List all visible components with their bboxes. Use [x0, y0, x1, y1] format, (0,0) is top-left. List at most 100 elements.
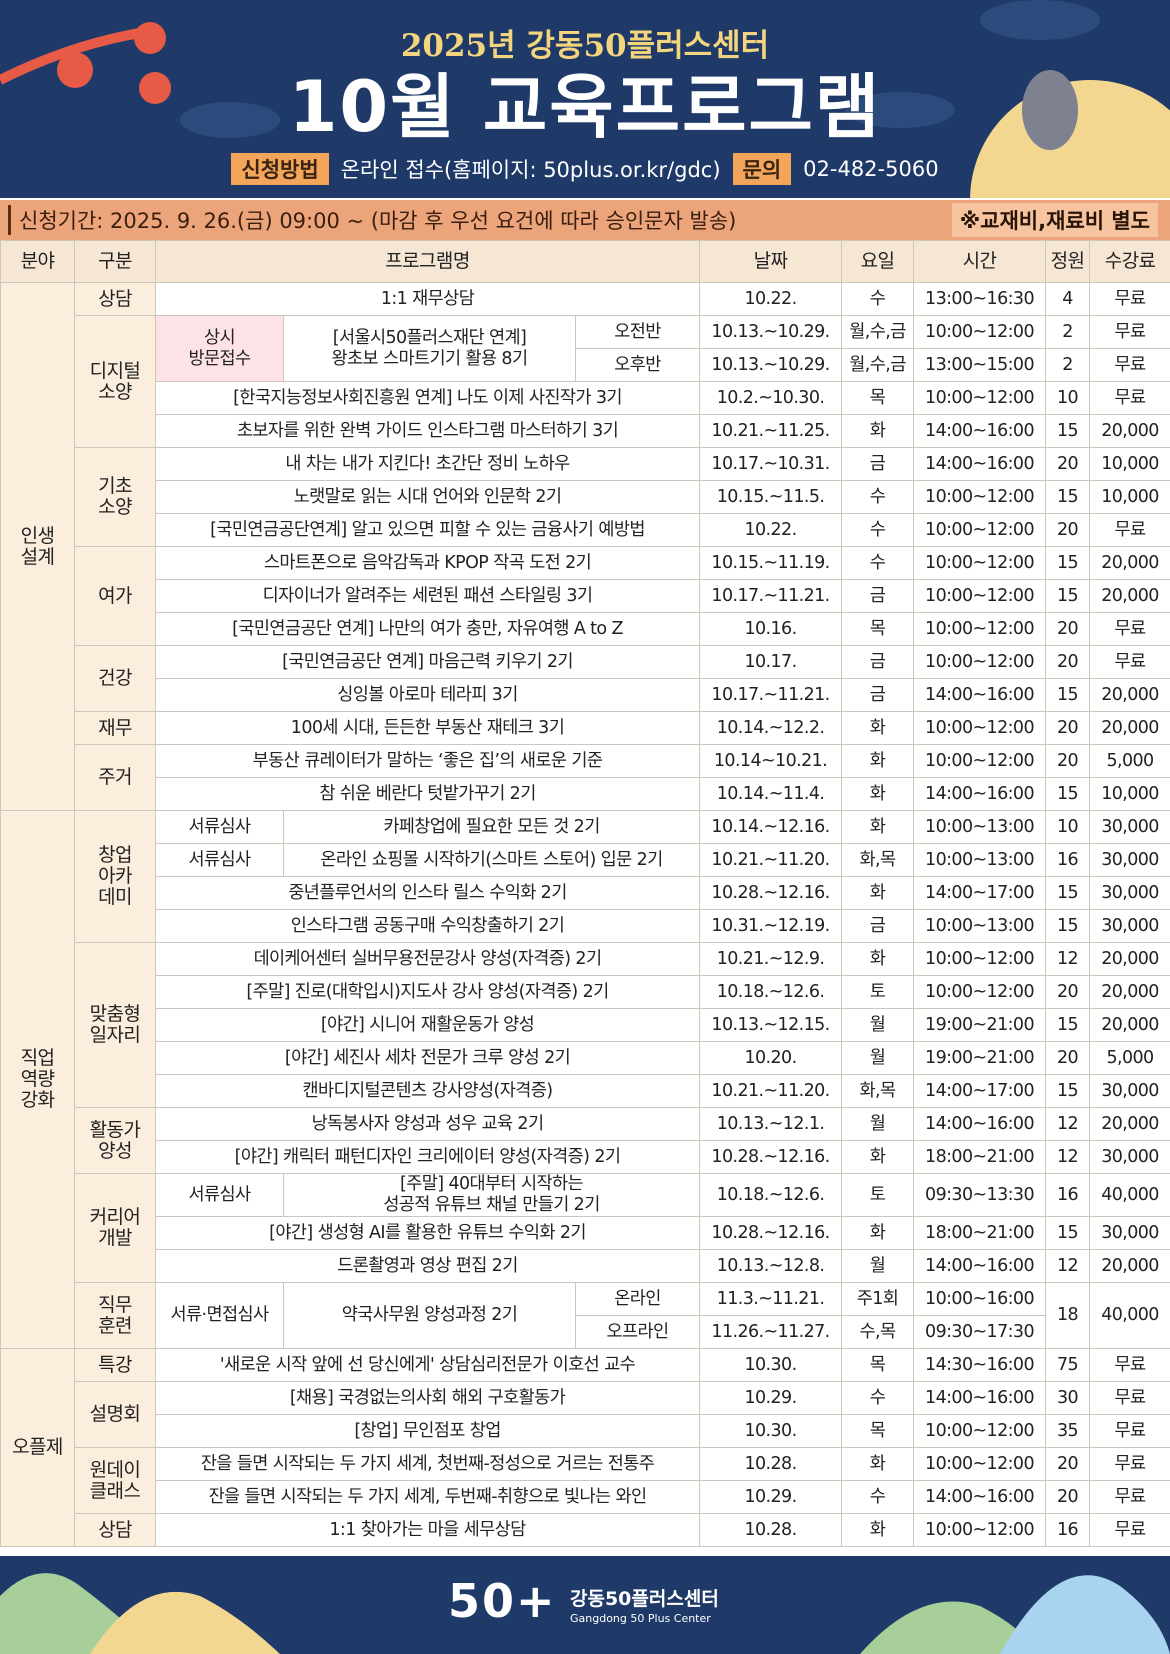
program-date: 10.28.: [699, 1447, 843, 1481]
program-date: 10.21.~12.9.: [699, 942, 843, 976]
program-date: 10.14.~12.2.: [699, 711, 843, 745]
program-time: 10:00~12:00: [913, 744, 1047, 778]
program-time: 10:00~12:00: [913, 381, 1047, 415]
program-name: 잔을 들면 시작되는 두 가지 세계, 첫번째-정성으로 거르는 전통주: [154, 1447, 701, 1481]
persimmon: [139, 72, 171, 104]
program-day: 화,목: [841, 843, 915, 877]
contact-label: 문의: [732, 153, 792, 185]
apply-text: 온라인 접수(홈페이지: 50plus.or.kr/gdc): [340, 158, 721, 182]
table-row: 인스타그램 공동구매 수익창출하기 2기 10.31.~12.19. 금 10:00~…: [1, 909, 1170, 943]
program-date: 10.17.~11.21.: [699, 579, 843, 613]
program-capacity: 12: [1045, 1107, 1091, 1141]
footer-name: 강동50플러스센터: [570, 1588, 719, 1610]
program-date: 10.21.~11.25.: [699, 414, 843, 448]
program-date: 10.14.~11.4.: [699, 777, 843, 811]
program-name: 드론촬영과 영상 편집 2기: [154, 1249, 701, 1283]
program-time: 14:00~16:00: [913, 447, 1047, 481]
program-name: 캔바디지털콘텐츠 강사양성(자격증): [154, 1074, 701, 1108]
table-row: 기초 소양 내 차는 내가 지킨다! 초간단 정비 노하우 10.17.~10.31…: [1, 447, 1170, 547]
program-note: 서류심사: [155, 810, 284, 844]
table-row: 직업 역량 강화 창업 아카 데미 서류심사 카페창업에 필요한 모든 것 2기 10.…: [0, 810, 1170, 1349]
program-day: 수: [841, 282, 915, 316]
program-fee: 40,000: [1089, 1282, 1170, 1349]
program-fee: 30,000: [1089, 876, 1170, 910]
program-fee: 30,000: [1089, 909, 1170, 943]
program-fee: 무료: [1089, 1381, 1170, 1415]
table-row: 주거 부동산 큐레이터가 말하는 ‘좋은 집’의 새로운 기준 10.14~10.2…: [1, 744, 1170, 811]
program-name: [국민연금공단 연계] 마음근력 키우기 2기: [154, 645, 701, 679]
table-body: 인생 설계 상담 1:1 재무상담 10.22. 수 13:00~16:30 4 무료 디지털 …: [0, 282, 1170, 1547]
group-name: 창업 아카 데미: [74, 810, 156, 943]
table-row: [주말] 진로(대학입시)지도사 강사 양성(자격증) 2기 10.18.~12.…: [1, 975, 1170, 1009]
program-day: 화: [841, 1447, 915, 1481]
program-capacity: 75: [1045, 1348, 1091, 1382]
program-time: 10:00~12:00: [913, 546, 1047, 580]
program-time: 10:00~12:00: [913, 315, 1047, 349]
header-row: 분야 구분 프로그램명 날짜 요일 시간 정원 수강료: [0, 240, 1170, 283]
program-fee: 무료: [1089, 1513, 1170, 1547]
program-name: [서울시50플러스재단 연계] 왕초보 스마트기기 활용 8기: [283, 315, 576, 382]
program-date: 10.15.~11.19.: [699, 546, 843, 580]
table-row: 초보자를 위한 완벽 가이드 인스타그램 마스터하기 3기 10.21.~11.2…: [1, 414, 1170, 448]
program-capacity: 15: [1045, 777, 1091, 811]
program-date: 11.3.~11.21.: [699, 1282, 843, 1316]
program-capacity: 15: [1045, 909, 1091, 943]
program-time: 13:00~15:00: [913, 348, 1047, 382]
column-header: 정원: [1045, 240, 1091, 283]
program-fee: 40,000: [1089, 1173, 1170, 1217]
program-fee: 무료: [1089, 1480, 1170, 1514]
program-time: 14:00~16:00: [913, 414, 1047, 448]
cloud: [980, 0, 1100, 40]
program-fee: 무료: [1089, 348, 1170, 382]
table-row: 활동가 양성 낭독봉사자 양성과 성우 교육 2기 10.13.~12.1. 월 14:…: [1, 1107, 1170, 1174]
program-date: 10.30.: [699, 1414, 843, 1448]
program-date: 10.18.~12.6.: [699, 1173, 843, 1217]
program-capacity: 16: [1045, 843, 1091, 877]
group-name: 디지털 소양: [74, 315, 156, 448]
table-row: 맞춤형 일자리 데이케어센터 실버무용전문강사 양성(자격증) 2기 10.21.~…: [1, 942, 1170, 1108]
program-date: 10.28.~12.16.: [699, 876, 843, 910]
table-row: [야간] 생성형 AI를 활용한 유튜브 수익화 2기 10.28.~12.16.…: [1, 1216, 1170, 1250]
program-fee: 20,000: [1089, 678, 1170, 712]
table-row: 재무 100세 시대, 든든한 부동산 재테크 3기 10.14.~12.2. 화 10…: [1, 711, 1170, 745]
moon: [970, 80, 1170, 198]
column-header: 구분: [74, 240, 156, 283]
program-day: 월: [841, 1041, 915, 1075]
program-name: [국민연금공단 연계] 나만의 여가 충만, 자유여행 A to Z: [154, 612, 701, 646]
program-time: 10:00~12:00: [913, 975, 1047, 1009]
column-header: 수강료: [1089, 240, 1170, 283]
header-decor: [0, 0, 1170, 198]
program-time: 19:00~21:00: [913, 1008, 1047, 1042]
column-header: 시간: [913, 240, 1047, 283]
program-fee: 30,000: [1089, 1140, 1170, 1174]
program-day: 수: [841, 513, 915, 547]
program-day: 목: [841, 612, 915, 646]
program-capacity: 15: [1045, 1008, 1091, 1042]
table-row: 설명회 [채용] 국경없는의사회 해외 구호활동가 10.29. 수 14:00~16:…: [1, 1381, 1170, 1448]
program-time: 10:00~12:00: [913, 1447, 1047, 1481]
hill: [90, 1591, 280, 1654]
program-day: 화: [841, 876, 915, 910]
program-name: 100세 시대, 든든한 부동산 재테크 3기: [154, 711, 701, 745]
program-name: 초보자를 위한 완벽 가이드 인스타그램 마스터하기 3기: [154, 414, 701, 448]
table-row: 중년플루언서의 인스타 릴스 수익화 2기 10.28.~12.16. 화 14:00…: [1, 876, 1170, 910]
program-day: 목: [841, 1348, 915, 1382]
program-name: 내 차는 내가 지킨다! 초간단 정비 노하우: [154, 447, 701, 481]
program-day: 금: [841, 909, 915, 943]
column-header: 프로그램명: [154, 240, 701, 283]
program-fee: 5,000: [1089, 744, 1170, 778]
program-date: 10.20.: [699, 1041, 843, 1075]
program-day: 화: [841, 942, 915, 976]
program-fee: 무료: [1089, 1414, 1170, 1448]
group-name: 상담: [74, 1513, 156, 1547]
program-capacity: 4: [1045, 282, 1091, 316]
program-time: 10:00~13:00: [913, 909, 1047, 943]
program-capacity: 15: [1045, 414, 1091, 448]
table-row: 오후반 10.13.~10.29. 월,수,금 13:00~15:00 2 무료: [1, 348, 1170, 382]
program-fee: 무료: [1089, 513, 1170, 547]
group-name: 활동가 양성: [74, 1107, 156, 1174]
program-time: 10:00~12:00: [913, 480, 1047, 514]
program-capacity: 20: [1045, 744, 1091, 778]
program-time: 14:00~17:00: [913, 1074, 1047, 1108]
